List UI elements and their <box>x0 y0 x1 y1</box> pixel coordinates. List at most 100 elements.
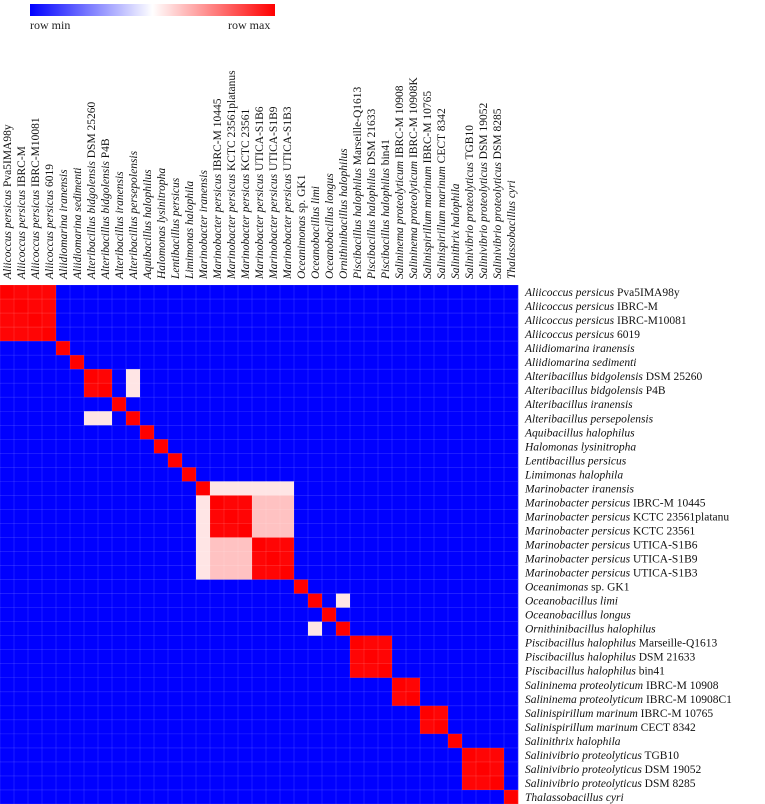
heatmap-cell <box>364 341 379 356</box>
heatmap-cell <box>308 579 323 594</box>
heatmap-cell <box>280 579 295 594</box>
heatmap-cell <box>322 635 337 651</box>
heatmap-cell <box>42 425 57 440</box>
column-label: Aquibacillus halophilus <box>142 169 154 280</box>
heatmap-cell <box>336 509 351 524</box>
heatmap-cell <box>182 607 197 622</box>
heatmap-cell <box>112 719 127 735</box>
heatmap-cell <box>308 663 323 679</box>
heatmap-cell <box>308 383 323 398</box>
heatmap-cell <box>280 649 295 665</box>
label-species: Aliicoccus persicus <box>16 189 28 280</box>
heatmap-cell <box>42 761 57 777</box>
heatmap-cell <box>84 453 99 468</box>
heatmap-cell <box>154 341 169 356</box>
heatmap-cell <box>56 635 71 651</box>
heatmap-cell <box>462 733 477 749</box>
heatmap-cell <box>70 733 85 749</box>
heatmap-cell <box>168 677 183 693</box>
heatmap-cell <box>210 355 225 370</box>
heatmap-cell <box>0 327 15 342</box>
heatmap-cell <box>434 775 449 791</box>
heatmap-cell <box>196 355 211 370</box>
heatmap-cell <box>98 467 113 482</box>
heatmap-cell <box>98 369 113 384</box>
heatmap-cell <box>462 523 477 538</box>
heatmap-cell <box>28 411 43 426</box>
heatmap-cell <box>504 369 519 384</box>
heatmap-cell <box>294 425 309 440</box>
heatmap-cell <box>504 341 519 356</box>
heatmap-cell <box>224 397 239 412</box>
heatmap-cell <box>238 663 253 679</box>
label-species: Salinispirillum marinum <box>525 708 638 720</box>
heatmap-cell <box>168 691 183 707</box>
heatmap-cell <box>84 579 99 594</box>
heatmap-cell <box>70 369 85 384</box>
heatmap-cell <box>70 719 85 735</box>
heatmap-cell <box>98 635 113 651</box>
heatmap-cell <box>28 565 43 580</box>
heatmap-cell <box>392 439 407 454</box>
heatmap-cell <box>378 341 393 356</box>
heatmap-cell <box>28 621 43 636</box>
heatmap-cell <box>14 411 29 426</box>
heatmap-cell <box>364 705 379 721</box>
heatmap-cell <box>476 621 491 636</box>
heatmap-cell <box>448 565 463 580</box>
heatmap-cell <box>252 719 267 735</box>
heatmap-cell <box>322 593 337 608</box>
heatmap-cell <box>14 705 29 721</box>
heatmap-cell <box>266 649 281 665</box>
heatmap-cell <box>336 495 351 510</box>
label-strain: sp. GK1 <box>588 582 629 594</box>
heatmap-cell <box>126 397 141 412</box>
heatmap-cell <box>56 621 71 636</box>
heatmap-cell <box>448 425 463 440</box>
heatmap-cell <box>154 383 169 398</box>
heatmap-cell <box>462 397 477 412</box>
heatmap-cell <box>182 705 197 721</box>
heatmap-cell <box>182 341 197 356</box>
heatmap-cell <box>462 607 477 622</box>
heatmap-cell <box>308 761 323 777</box>
label-species: Lentibacillus persicus <box>524 455 627 467</box>
heatmap-cell <box>476 341 491 356</box>
heatmap-cell <box>56 607 71 622</box>
heatmap-cell <box>406 439 421 454</box>
column-label: Ornithinibacillus halophilus <box>338 148 350 279</box>
heatmap-cell <box>42 509 57 524</box>
heatmap-cell <box>378 565 393 580</box>
heatmap-cell <box>252 355 267 370</box>
heatmap-cell <box>42 453 57 468</box>
heatmap-cell <box>490 789 505 804</box>
heatmap-cell <box>14 565 29 580</box>
heatmap-cell <box>266 789 281 804</box>
heatmap-cell <box>434 537 449 552</box>
label-species: Halomonas lysinitropha <box>156 168 168 280</box>
heatmap-cell <box>252 341 267 356</box>
heatmap-cell <box>238 705 253 721</box>
heatmap-cell <box>42 285 57 300</box>
heatmap-cell <box>56 551 71 566</box>
heatmap-cell <box>392 649 407 665</box>
heatmap-cell <box>434 327 449 342</box>
heatmap-cell <box>252 579 267 594</box>
heatmap-cell <box>490 621 505 636</box>
heatmap-cell <box>84 425 99 440</box>
heatmap-cell <box>476 509 491 524</box>
heatmap-cell <box>462 649 477 665</box>
heatmap-cell <box>392 341 407 356</box>
heatmap-cell <box>308 369 323 384</box>
heatmap-cell <box>126 663 141 679</box>
heatmap-cell <box>42 481 57 496</box>
heatmap-cell <box>504 551 519 566</box>
heatmap-cell <box>322 341 337 356</box>
heatmap-cell <box>490 537 505 552</box>
heatmap-cell <box>266 621 281 636</box>
heatmap-cell <box>406 621 421 636</box>
label-species: Salinivibrio proteolyticus <box>525 778 642 790</box>
heatmap-cell <box>154 677 169 693</box>
heatmap-cell <box>280 551 295 566</box>
heatmap-cell <box>490 509 505 524</box>
